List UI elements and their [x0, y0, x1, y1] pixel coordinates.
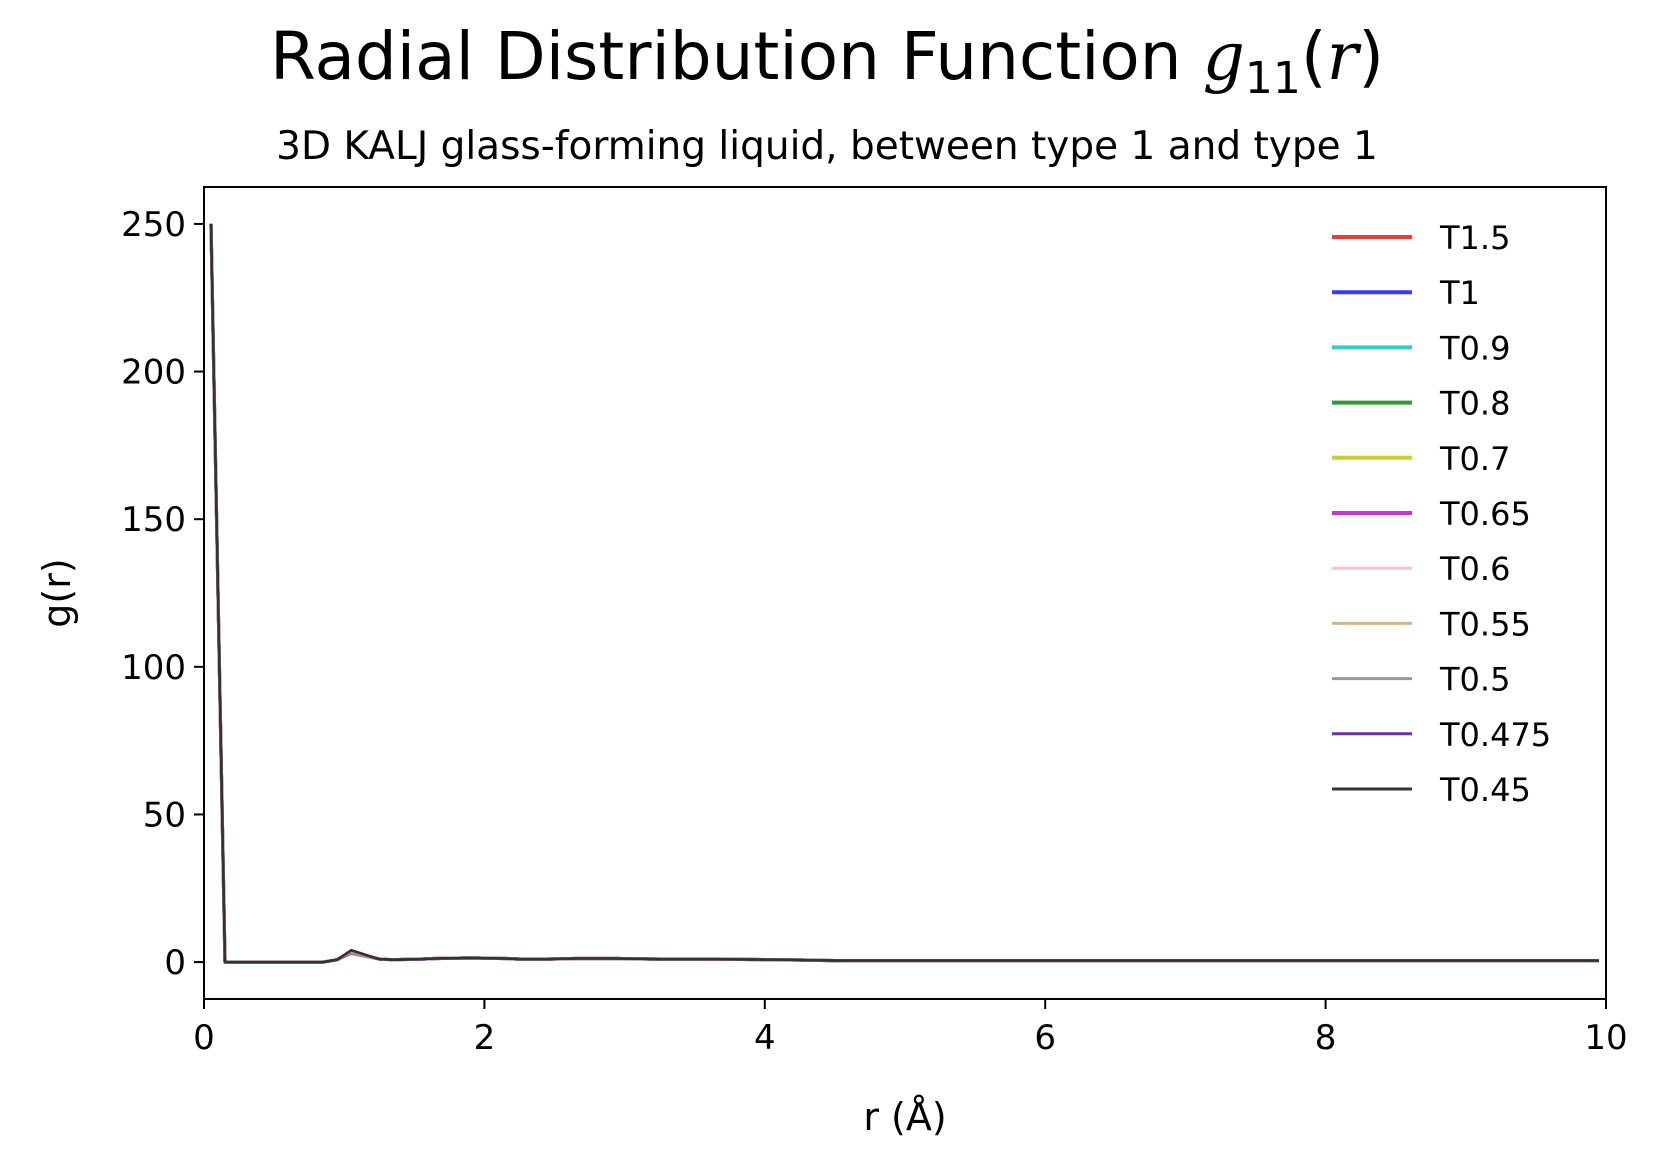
chart-title-close-paren: ): [1358, 18, 1384, 95]
x-tick-label: 4: [754, 1018, 776, 1058]
legend-item-T0.475: T0.475: [1332, 716, 1551, 754]
series-line-T0.6: [209, 223, 1599, 964]
legend-item-T1: T1: [1332, 274, 1480, 312]
x-tick-label: 10: [1584, 1018, 1627, 1058]
legend-item-T0.5: T0.5: [1332, 661, 1510, 699]
x-tick-label: 8: [1315, 1018, 1337, 1058]
legend-item-T0.9: T0.9: [1332, 329, 1510, 367]
legend-item-T0.6: T0.6: [1332, 550, 1510, 588]
legend-label: T1.5: [1439, 219, 1510, 257]
series-line-T0.65: [209, 223, 1599, 964]
y-axis: 0 50 100 150 200 250: [121, 205, 204, 983]
legend-item-T0.8: T0.8: [1332, 385, 1510, 423]
legend-label: T1: [1439, 274, 1480, 312]
y-tick-label: 150: [121, 500, 186, 540]
legend: T1.5 T1 T0.9 T0.8 T0.7 T0.65 T0.6 T0.55 T0.5 T0.4…: [1332, 219, 1551, 809]
series-line-T1.5: [209, 223, 1599, 964]
y-tick-label: 200: [121, 353, 186, 393]
x-tick-label: 0: [193, 1018, 215, 1058]
x-tick-label: 2: [474, 1018, 496, 1058]
x-tick-label: 6: [1034, 1018, 1056, 1058]
series-line-T0.55: [209, 223, 1599, 964]
series-line-T0.475: [209, 223, 1599, 964]
y-tick-label: 250: [121, 205, 186, 245]
legend-label: T0.475: [1439, 716, 1551, 754]
series-line-T0.7: [209, 223, 1599, 964]
series-layer: [209, 223, 1599, 964]
legend-item-T0.65: T0.65: [1332, 495, 1531, 533]
legend-item-T1.5: T1.5: [1332, 219, 1510, 257]
chart-subtitle: 3D KALJ glass-forming liquid, between ty…: [276, 124, 1378, 169]
legend-label: T0.5: [1439, 661, 1510, 699]
x-axis-label: r (Å): [863, 1095, 946, 1139]
chart-title-math: g11(r): [1202, 18, 1384, 104]
chart-title-open-paren: (: [1300, 18, 1327, 95]
legend-label: T0.65: [1439, 495, 1531, 533]
legend-item-T0.7: T0.7: [1332, 440, 1510, 478]
chart-title-prefix: Radial Distribution Function: [270, 18, 1203, 95]
legend-label: T0.8: [1439, 385, 1510, 423]
legend-label: T0.45: [1439, 771, 1531, 809]
legend-item-T0.55: T0.55: [1332, 605, 1531, 643]
y-tick-label: 50: [143, 795, 186, 835]
legend-label: T0.55: [1439, 605, 1531, 643]
series-line-T0.9: [209, 223, 1599, 964]
chart-title-subscript: 11: [1244, 53, 1301, 104]
chart-title-arg: r: [1326, 18, 1359, 95]
y-tick-label: 0: [164, 943, 186, 983]
legend-label: T0.7: [1439, 440, 1510, 478]
y-tick-label: 100: [121, 648, 186, 688]
axes-frame: [203, 186, 1607, 1000]
legend-label: T0.9: [1439, 329, 1510, 367]
series-line-T0.8: [209, 223, 1599, 964]
series-line-T0.5: [209, 223, 1599, 964]
y-axis-label: g(r): [35, 558, 79, 627]
series-line-T0.45: [209, 223, 1599, 964]
chart-title-func: g: [1202, 18, 1245, 95]
x-axis: 0 2 4 6 8 10: [193, 999, 1628, 1058]
chart-title: Radial Distribution Function g11(r): [0, 18, 1654, 104]
legend-item-T0.45: T0.45: [1332, 771, 1531, 809]
legend-label: T0.6: [1439, 550, 1510, 588]
series-line-T1: [209, 223, 1599, 964]
